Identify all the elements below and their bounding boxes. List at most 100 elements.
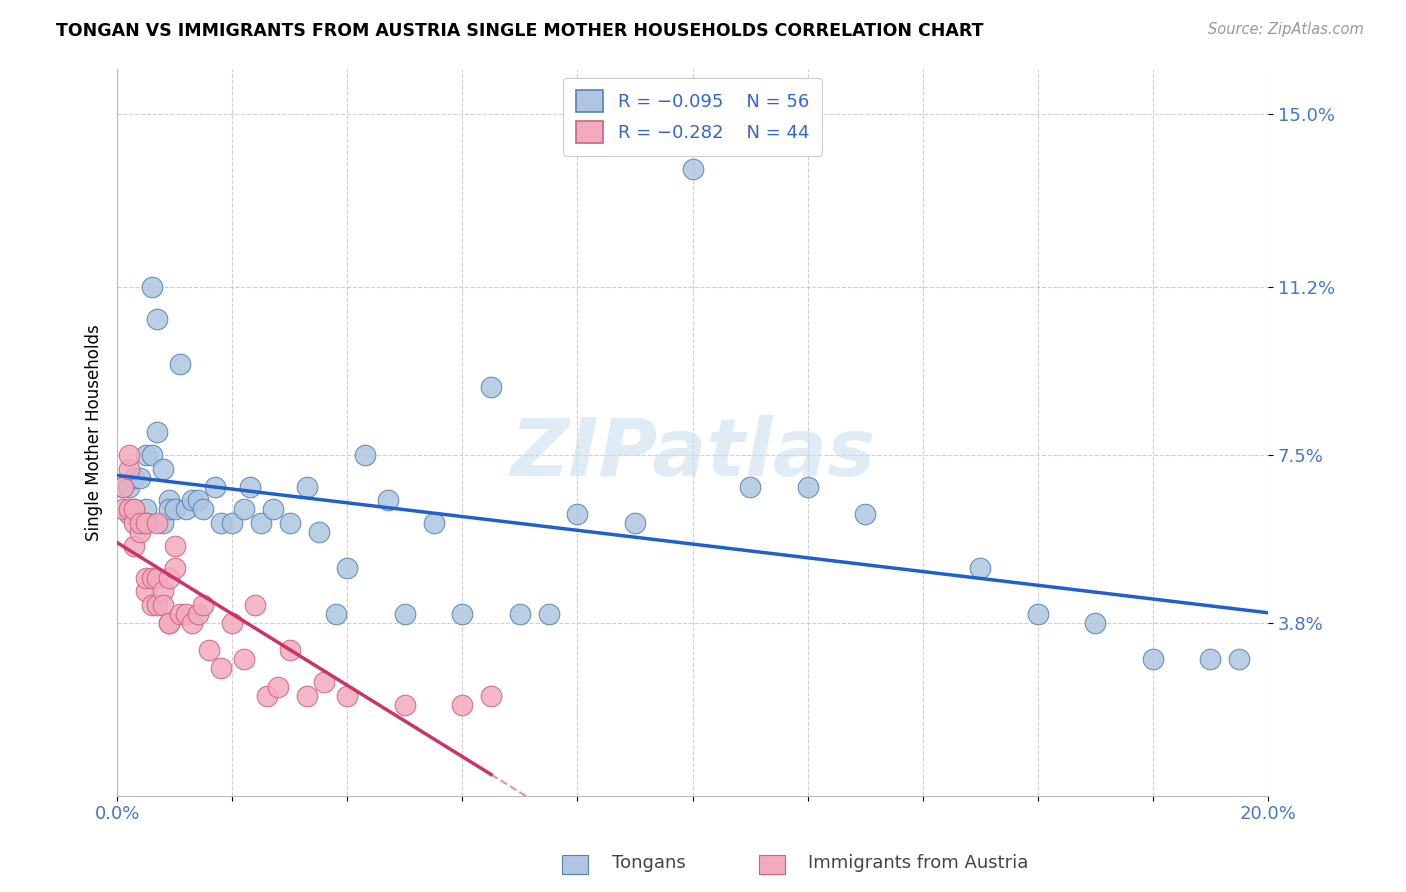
- Point: [146, 425, 169, 439]
- Point: [181, 615, 204, 630]
- Point: [682, 161, 704, 176]
- Point: [1199, 652, 1222, 666]
- Point: [124, 502, 146, 516]
- Point: [232, 502, 254, 516]
- Point: [118, 448, 141, 462]
- Point: [295, 480, 318, 494]
- Y-axis label: Single Mother Households: Single Mother Households: [86, 324, 103, 541]
- Point: [336, 561, 359, 575]
- Point: [245, 598, 267, 612]
- Point: [336, 689, 359, 703]
- Point: [146, 598, 169, 612]
- Point: [187, 493, 209, 508]
- Point: [377, 493, 399, 508]
- Point: [111, 502, 134, 516]
- Point: [135, 516, 157, 530]
- Point: [278, 516, 301, 530]
- Point: [141, 448, 163, 462]
- Point: [422, 516, 444, 530]
- Point: [250, 516, 273, 530]
- Point: [124, 502, 146, 516]
- Point: [129, 516, 152, 530]
- Text: Immigrants from Austria: Immigrants from Austria: [808, 855, 1029, 872]
- Point: [146, 516, 169, 530]
- Point: [135, 516, 157, 530]
- Point: [152, 584, 174, 599]
- Point: [163, 561, 186, 575]
- Point: [193, 502, 215, 516]
- Point: [1026, 607, 1049, 621]
- Point: [152, 598, 174, 612]
- Point: [479, 689, 502, 703]
- Point: [152, 516, 174, 530]
- Point: [152, 461, 174, 475]
- Point: [111, 480, 134, 494]
- Point: [169, 357, 191, 371]
- Point: [209, 516, 232, 530]
- Point: [157, 502, 180, 516]
- Point: [567, 507, 589, 521]
- Point: [129, 525, 152, 540]
- Text: ZIPatlas: ZIPatlas: [510, 415, 875, 493]
- Point: [193, 598, 215, 612]
- Legend: R = −0.095    N = 56, R = −0.282    N = 44: R = −0.095 N = 56, R = −0.282 N = 44: [564, 78, 821, 156]
- Point: [157, 615, 180, 630]
- Point: [157, 571, 180, 585]
- Point: [129, 516, 152, 530]
- Point: [451, 607, 474, 621]
- Point: [174, 607, 197, 621]
- Point: [118, 507, 141, 521]
- Point: [135, 584, 157, 599]
- Point: [624, 516, 647, 530]
- Point: [325, 607, 347, 621]
- Point: [163, 539, 186, 553]
- Point: [129, 470, 152, 484]
- Point: [118, 502, 141, 516]
- Point: [146, 571, 169, 585]
- Point: [135, 448, 157, 462]
- Point: [256, 689, 278, 703]
- Point: [394, 607, 416, 621]
- Point: [221, 615, 243, 630]
- Point: [124, 516, 146, 530]
- Point: [853, 507, 876, 521]
- Text: Source: ZipAtlas.com: Source: ZipAtlas.com: [1208, 22, 1364, 37]
- Point: [314, 675, 336, 690]
- Point: [141, 571, 163, 585]
- Point: [509, 607, 531, 621]
- Point: [141, 598, 163, 612]
- Point: [209, 661, 232, 675]
- Point: [174, 502, 197, 516]
- Point: [204, 480, 226, 494]
- Point: [969, 561, 991, 575]
- Point: [451, 698, 474, 712]
- Point: [124, 539, 146, 553]
- Point: [135, 502, 157, 516]
- Point: [221, 516, 243, 530]
- Point: [118, 461, 141, 475]
- Point: [1084, 615, 1107, 630]
- Point: [295, 689, 318, 703]
- Point: [169, 607, 191, 621]
- Point: [353, 448, 375, 462]
- Point: [181, 493, 204, 508]
- Point: [738, 480, 761, 494]
- Point: [198, 643, 221, 657]
- Point: [796, 480, 818, 494]
- Point: [118, 480, 141, 494]
- Point: [135, 571, 157, 585]
- Point: [267, 680, 290, 694]
- Point: [278, 643, 301, 657]
- Point: [141, 279, 163, 293]
- Point: [157, 493, 180, 508]
- Point: [537, 607, 560, 621]
- Text: TONGAN VS IMMIGRANTS FROM AUSTRIA SINGLE MOTHER HOUSEHOLDS CORRELATION CHART: TONGAN VS IMMIGRANTS FROM AUSTRIA SINGLE…: [56, 22, 984, 40]
- Point: [187, 607, 209, 621]
- Text: Tongans: Tongans: [612, 855, 685, 872]
- Point: [1227, 652, 1250, 666]
- Point: [262, 502, 284, 516]
- Point: [124, 470, 146, 484]
- Point: [308, 525, 330, 540]
- Point: [157, 615, 180, 630]
- Point: [163, 502, 186, 516]
